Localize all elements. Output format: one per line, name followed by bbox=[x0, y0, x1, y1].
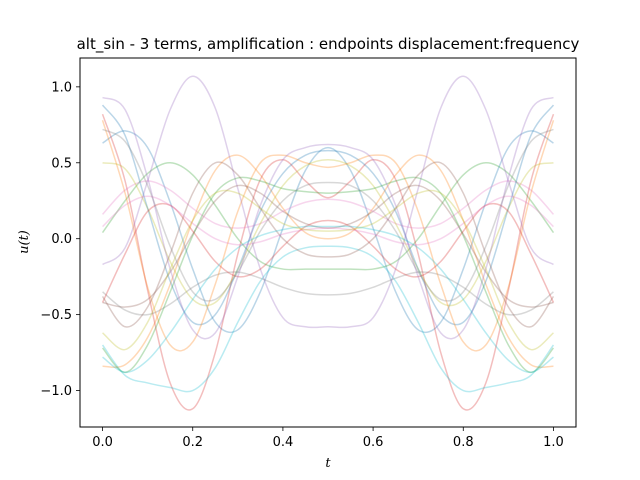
series-line-9 bbox=[101, 245, 555, 393]
y-tick-label-2: 0.0 bbox=[51, 232, 72, 247]
series-line-4 bbox=[102, 75, 554, 329]
x-tick-label-5: 1.0 bbox=[543, 435, 564, 450]
y-axis-label: u(t) bbox=[17, 230, 32, 254]
series-line-13 bbox=[101, 202, 555, 303]
x-axis-label: t bbox=[325, 456, 331, 471]
y-tick-label-1: −0.5 bbox=[40, 308, 72, 323]
x-tick-label-2: 0.4 bbox=[273, 435, 294, 450]
series-line-11 bbox=[101, 120, 555, 352]
y-tick-label-0: −1.0 bbox=[40, 384, 72, 399]
x-tick-label-0: 0.0 bbox=[92, 435, 113, 450]
x-tick-label-1: 0.2 bbox=[182, 435, 203, 450]
series-line-0 bbox=[102, 130, 554, 334]
series-line-8 bbox=[102, 158, 554, 307]
series-line-3 bbox=[101, 113, 555, 411]
series-line-16 bbox=[102, 195, 554, 246]
x-tick-label-4: 0.8 bbox=[453, 435, 474, 450]
series-line-6 bbox=[101, 180, 555, 229]
series-line-5 bbox=[102, 184, 554, 308]
plot-frame bbox=[79, 57, 577, 428]
series-line-17 bbox=[102, 128, 554, 302]
x-tick-label-3: 0.6 bbox=[363, 435, 384, 450]
x-axis-ticks: 0.0 0.2 0.4 0.6 0.8 1.0 bbox=[92, 427, 564, 450]
series-line-14 bbox=[102, 96, 554, 340]
series-line-12 bbox=[101, 176, 555, 374]
series-layer bbox=[101, 75, 555, 411]
y-axis-ticks: −1.0 −0.5 0.0 0.5 1.0 bbox=[40, 80, 80, 399]
series-line-2 bbox=[101, 162, 555, 271]
series-line-10 bbox=[101, 104, 555, 326]
series-line-1 bbox=[102, 154, 554, 369]
y-tick-label-3: 0.5 bbox=[51, 156, 72, 171]
series-line-18 bbox=[102, 189, 554, 351]
series-line-7 bbox=[102, 271, 554, 316]
series-line-15 bbox=[101, 161, 555, 328]
chart-title: alt_sin - 3 terms, amplification : endpo… bbox=[77, 35, 580, 54]
series-line-19 bbox=[102, 225, 554, 374]
y-tick-label-4: 1.0 bbox=[51, 80, 72, 95]
